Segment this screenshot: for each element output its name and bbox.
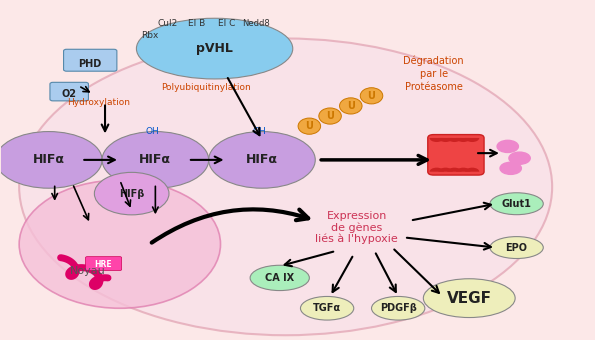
Text: OH: OH: [252, 127, 266, 136]
Ellipse shape: [136, 18, 293, 79]
Text: HIFβ: HIFβ: [119, 189, 145, 199]
Ellipse shape: [19, 180, 221, 308]
Wedge shape: [439, 168, 453, 172]
Text: HRE: HRE: [95, 259, 112, 269]
Text: Hydroxylation: Hydroxylation: [68, 98, 131, 107]
Circle shape: [509, 152, 530, 164]
Ellipse shape: [298, 118, 321, 134]
Text: Dégradation: Dégradation: [403, 55, 464, 66]
Circle shape: [500, 162, 521, 174]
Text: HIFα: HIFα: [139, 153, 171, 166]
Wedge shape: [465, 168, 480, 172]
FancyBboxPatch shape: [428, 135, 484, 175]
Text: OH: OH: [146, 127, 159, 136]
Text: par le: par le: [419, 69, 448, 79]
Text: El B: El B: [188, 19, 205, 28]
Ellipse shape: [102, 132, 209, 188]
Ellipse shape: [319, 108, 342, 124]
Text: PDGFβ: PDGFβ: [380, 303, 416, 313]
Wedge shape: [456, 138, 471, 142]
Text: de gènes: de gènes: [331, 222, 383, 233]
Wedge shape: [456, 168, 471, 172]
Text: Nedd8: Nedd8: [242, 19, 270, 28]
Ellipse shape: [300, 296, 354, 320]
Text: Cul2: Cul2: [157, 19, 177, 28]
Text: liés à l'hypoxie: liés à l'hypoxie: [315, 234, 398, 244]
Wedge shape: [447, 138, 462, 142]
Ellipse shape: [340, 98, 362, 114]
Wedge shape: [447, 168, 462, 172]
Ellipse shape: [209, 132, 315, 188]
Ellipse shape: [424, 279, 515, 318]
Ellipse shape: [0, 132, 102, 188]
Ellipse shape: [490, 237, 543, 258]
Ellipse shape: [250, 265, 309, 291]
Text: Noyau: Noyau: [70, 266, 105, 276]
Circle shape: [497, 140, 518, 152]
FancyBboxPatch shape: [86, 257, 121, 271]
Text: Polyubiquitinylation: Polyubiquitinylation: [161, 83, 250, 92]
Text: CA IX: CA IX: [265, 273, 295, 283]
Text: HIFα: HIFα: [33, 153, 65, 166]
FancyBboxPatch shape: [64, 49, 117, 71]
Text: U: U: [347, 101, 355, 111]
Text: U: U: [368, 91, 375, 101]
Text: El C: El C: [218, 19, 235, 28]
Text: Expression: Expression: [327, 210, 387, 221]
Ellipse shape: [371, 296, 425, 320]
Text: Rbx: Rbx: [141, 31, 158, 40]
Text: EPO: EPO: [506, 242, 528, 253]
Text: Protéasome: Protéasome: [405, 82, 463, 92]
Text: O2: O2: [62, 89, 77, 99]
Text: pVHL: pVHL: [196, 42, 233, 55]
Ellipse shape: [19, 38, 552, 335]
Text: U: U: [305, 121, 314, 131]
Ellipse shape: [95, 172, 169, 215]
Wedge shape: [465, 138, 480, 142]
Text: U: U: [326, 111, 334, 121]
Text: VEGF: VEGF: [447, 291, 491, 306]
Text: HIFα: HIFα: [246, 153, 278, 166]
Text: PHD: PHD: [79, 59, 102, 69]
Wedge shape: [439, 138, 453, 142]
Ellipse shape: [361, 88, 383, 104]
Wedge shape: [430, 138, 444, 142]
Text: Glut1: Glut1: [502, 199, 531, 209]
Ellipse shape: [490, 193, 543, 215]
Text: TGFα: TGFα: [313, 303, 341, 313]
FancyBboxPatch shape: [50, 82, 89, 101]
Wedge shape: [430, 168, 444, 172]
